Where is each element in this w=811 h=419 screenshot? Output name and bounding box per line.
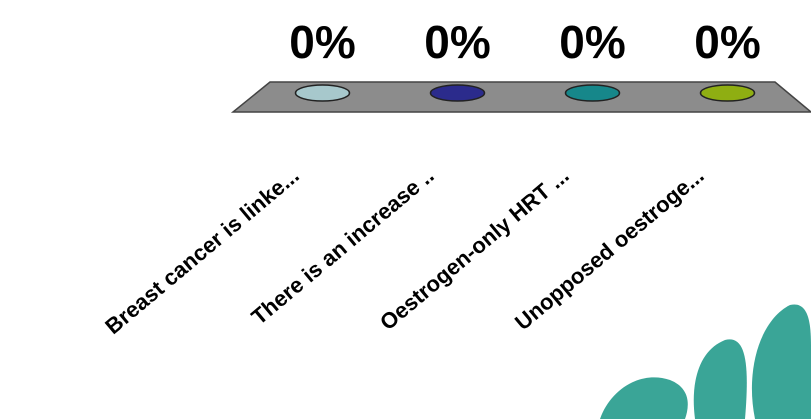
decoration — [600, 304, 811, 419]
chart-floor — [230, 81, 811, 113]
bar — [699, 84, 756, 102]
decoration-petal — [751, 304, 811, 419]
bar — [564, 84, 621, 102]
value-label: 0% — [559, 16, 625, 68]
value-label: 0% — [289, 16, 355, 68]
value-label: 0% — [694, 16, 760, 68]
decoration-petal — [600, 377, 688, 419]
bar — [429, 84, 486, 102]
bar — [294, 84, 351, 102]
decoration-petal — [693, 339, 747, 419]
value-label: 0% — [424, 16, 490, 68]
